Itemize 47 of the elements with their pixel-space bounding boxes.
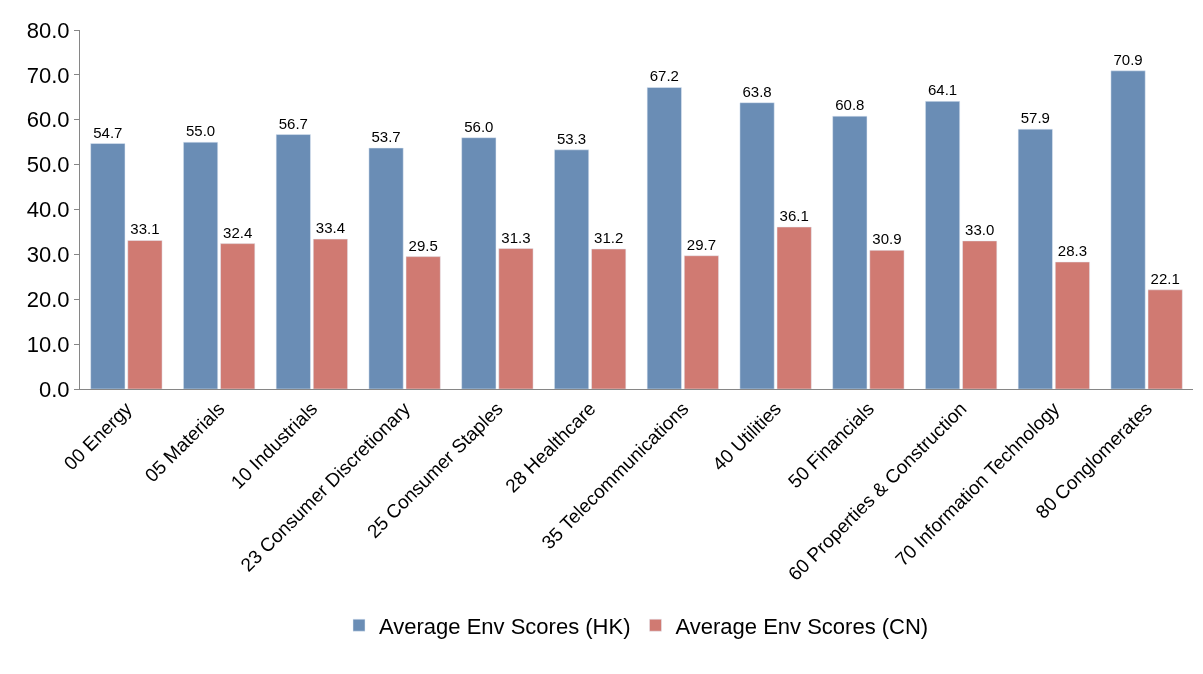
data-label: 22.1 [1150,269,1180,287]
bar [684,255,719,389]
data-label: 30.9 [872,230,902,248]
legend-label: Average Env Scores (HK) [379,613,631,639]
bar [925,101,960,389]
data-label: 33.1 [130,220,160,238]
data-label: 53.3 [556,129,587,147]
data-label: 64.1 [927,81,958,99]
bar [275,134,311,389]
y-tick-label: 50.0 [26,152,70,178]
data-label: 63.8 [742,82,772,100]
y-tick-label: 70.0 [26,62,70,88]
data-label: 31.3 [501,228,531,246]
data-label: 33.0 [965,220,995,238]
bar [591,248,627,389]
bar [220,243,256,389]
bar [554,149,589,389]
data-label: 67.2 [649,67,679,85]
data-label: 31.2 [594,228,624,246]
data-label: 55.0 [185,122,216,140]
data-label: 56.0 [464,117,494,135]
data-label: 29.5 [408,236,438,254]
y-tick-label: 20.0 [26,286,70,312]
bar [313,238,348,389]
data-label: 32.4 [223,223,253,241]
y-tick-label: 80.0 [26,17,70,43]
y-tick-label: 40.0 [26,197,70,223]
bar [1017,128,1053,389]
data-label: 56.7 [278,114,308,132]
data-label: 70.9 [1113,50,1143,68]
bar [646,87,682,389]
data-label: 60.8 [835,96,865,114]
y-tick-label: 0.0 [39,376,70,402]
data-label: 54.7 [93,123,123,141]
data-label: 33.4 [315,219,346,237]
legend-label: Average Env Scores (CN) [675,613,929,639]
bar [962,240,998,389]
bar [183,141,218,389]
data-label: 36.1 [779,207,809,224]
data-label: 57.9 [1020,109,1050,127]
y-tick-label: 30.0 [26,242,70,268]
bar [1055,261,1090,389]
y-tick-label: 60.0 [26,107,70,133]
y-tick-label: 10.0 [26,331,70,357]
data-label: 28.3 [1057,242,1088,259]
data-label: 29.7 [686,235,717,253]
data-label: 53.7 [371,128,401,146]
